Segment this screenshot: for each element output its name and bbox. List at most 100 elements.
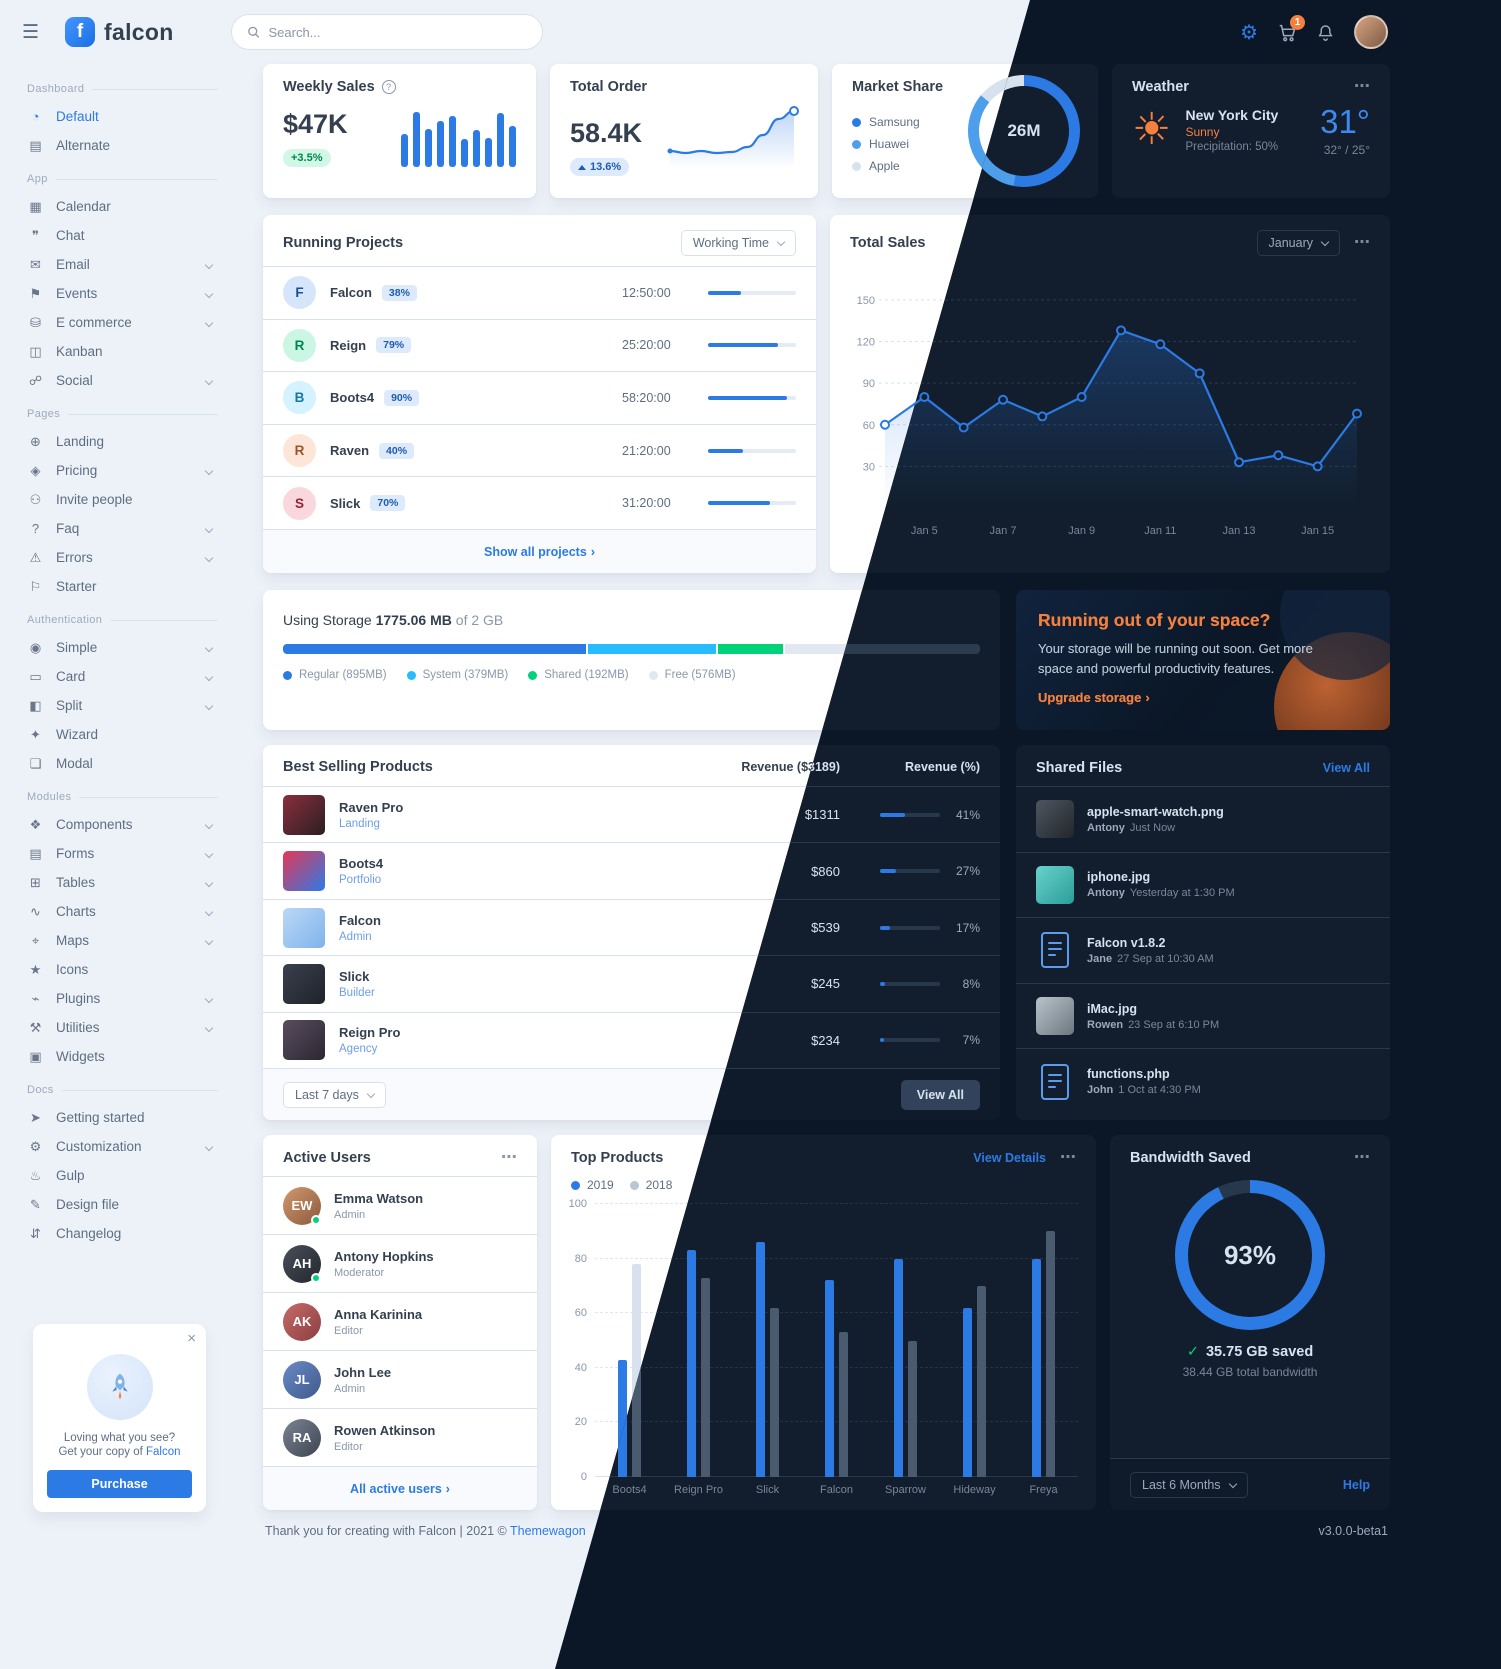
sidebar-item-calendar[interactable]: ▦ Calendar (27, 192, 218, 221)
product-row[interactable]: Slick Builder $245 8% (263, 955, 1000, 1011)
file-row[interactable]: iMac.jpg Rowen 23 Sep at 6:10 PM (1016, 982, 1390, 1049)
months-select[interactable]: Last 6 Months (1130, 1471, 1248, 1498)
month-select[interactable]: January (1256, 230, 1340, 256)
themewagon-link[interactable]: Themewagon (510, 1524, 586, 1538)
sidebar-item-landing[interactable]: ⊕ Landing (27, 427, 218, 456)
sidebar-item-social[interactable]: ☍ Social (27, 366, 218, 395)
legend-item[interactable]: 2019 (571, 1178, 614, 1192)
sidebar-item-icons[interactable]: ★ Icons (27, 955, 218, 984)
sidebar-item-customization[interactable]: ⚙ Customization (27, 1132, 218, 1161)
help-link[interactable]: Help (1342, 1477, 1370, 1492)
sidebar-item-pricing[interactable]: ◈ Pricing (27, 456, 218, 485)
product-name[interactable]: Falcon (339, 912, 381, 928)
product-row[interactable]: Falcon Admin $539 17% (263, 898, 1000, 955)
user-name[interactable]: Antony Hopkins (334, 1248, 434, 1264)
sidebar-item-changelog[interactable]: ⇵ Changelog (27, 1219, 218, 1248)
sidebar-item-chat[interactable]: ❞ Chat (27, 221, 218, 250)
purchase-button[interactable]: Purchase (47, 1470, 192, 1498)
notifications-button[interactable] (1316, 23, 1335, 42)
product-name[interactable]: Raven Pro (339, 799, 404, 815)
sidebar-item-starter[interactable]: ⚐ Starter (27, 572, 218, 601)
user-row[interactable]: AH Antony Hopkins Moderator (263, 1234, 537, 1292)
info-icon[interactable]: ? (381, 80, 396, 94)
product-category[interactable]: Agency (339, 1043, 378, 1056)
project-name[interactable]: Reign (330, 337, 367, 353)
sidebar-item-design-file[interactable]: ✎ Design file (27, 1190, 218, 1219)
show-all-projects-link[interactable]: Show all projects (484, 545, 595, 559)
user-name[interactable]: Rowen Atkinson (334, 1422, 436, 1438)
user-row[interactable]: RA Rowen Atkinson Editor (263, 1408, 537, 1466)
user-row[interactable]: EW Emma Watson Admin (263, 1176, 537, 1234)
menu-toggle-icon[interactable]: ☰ (22, 21, 40, 43)
card-menu-button[interactable]: ⋯ (1354, 234, 1370, 251)
project-name[interactable]: Raven (330, 443, 370, 459)
sidebar-item-default[interactable]: ◔ Default (27, 102, 218, 131)
project-name[interactable]: Slick (330, 495, 361, 511)
user-row[interactable]: JL John Lee Admin (263, 1350, 537, 1408)
project-name[interactable]: Boots4 (330, 390, 375, 406)
product-name[interactable]: Slick (339, 968, 370, 984)
product-category[interactable]: Portfolio (339, 874, 382, 887)
working-time-select[interactable]: Working Time (680, 230, 796, 256)
user-avatar[interactable] (1354, 15, 1388, 49)
card-menu-button[interactable]: ⋯ (1060, 1149, 1076, 1166)
file-name[interactable]: functions.php (1087, 1067, 1170, 1082)
sidebar-item-wizard[interactable]: ✦ Wizard (27, 720, 218, 749)
sidebar-item-email[interactable]: ✉ Email (27, 250, 218, 279)
user-name[interactable]: Anna Karinina (334, 1306, 423, 1322)
close-icon[interactable]: × (187, 1330, 196, 1347)
sidebar-item-tables[interactable]: ⊞ Tables (27, 868, 218, 897)
settings-gear-icon[interactable]: ⚙ (1240, 21, 1258, 44)
card-menu-button[interactable]: ⋯ (1354, 1149, 1370, 1166)
product-row[interactable]: Reign Pro Agency $234 7% (263, 1011, 1000, 1068)
view-details-link[interactable]: View Details (973, 1151, 1046, 1165)
sidebar-item-kanban[interactable]: ◫ Kanban (27, 337, 218, 366)
file-name[interactable]: apple-smart-watch.png (1087, 804, 1224, 819)
product-row[interactable]: Raven Pro Landing $1311 41% (263, 786, 1000, 842)
sidebar-item-charts[interactable]: ∿ Charts (27, 897, 218, 926)
file-name[interactable]: iMac.jpg (1087, 1001, 1138, 1016)
sidebar-item-components[interactable]: ❖ Components (27, 810, 218, 839)
file-row[interactable]: Falcon v1.8.2 Jane 27 Sep at 10:30 AM (1016, 917, 1390, 983)
sidebar-item-widgets[interactable]: ▣ Widgets (27, 1042, 218, 1071)
user-row[interactable]: AK Anna Karinina Editor (263, 1292, 537, 1350)
sidebar-item-errors[interactable]: ⚠ Errors (27, 543, 218, 572)
search-box[interactable] (230, 14, 543, 50)
sidebar-item-plugins[interactable]: ⌁ Plugins (27, 984, 218, 1013)
upgrade-storage-link[interactable]: Upgrade storage (1038, 690, 1150, 705)
file-row[interactable]: apple-smart-watch.png Antony Just Now (1016, 786, 1390, 852)
sidebar-item-split[interactable]: ◧ Split (27, 691, 218, 720)
sidebar-item-alternate[interactable]: ▤ Alternate (27, 131, 218, 160)
project-name[interactable]: Falcon (330, 285, 372, 301)
product-category[interactable]: Landing (339, 817, 380, 830)
sidebar-item-simple[interactable]: ◉ Simple (27, 633, 218, 662)
user-name[interactable]: Emma Watson (334, 1190, 424, 1206)
search-input[interactable] (268, 24, 527, 40)
view-all-link[interactable]: View All (1322, 761, 1370, 775)
all-active-users-link[interactable]: All active users (350, 1482, 450, 1496)
sidebar-item-maps[interactable]: ⌖ Maps (27, 926, 218, 955)
brand[interactable]: f falcon (65, 17, 174, 47)
sidebar-item-faq[interactable]: ? Faq (27, 514, 218, 543)
file-name[interactable]: iphone.jpg (1087, 870, 1151, 885)
sidebar-item-modal[interactable]: ❏ Modal (27, 749, 218, 778)
legend-item[interactable]: 2018 (629, 1178, 672, 1192)
product-row[interactable]: Boots4 Portfolio $860 27% (263, 842, 1000, 898)
sidebar-item-card[interactable]: ▭ Card (27, 662, 218, 691)
sidebar-item-events[interactable]: ⚑ Events (27, 279, 218, 308)
sidebar-item-getting-started[interactable]: ➤ Getting started (27, 1103, 218, 1132)
product-name[interactable]: Reign Pro (339, 1025, 401, 1041)
product-category[interactable]: Admin (339, 930, 372, 943)
cart-button[interactable]: 1 (1277, 15, 1305, 42)
card-menu-button[interactable]: ⋯ (1354, 78, 1370, 95)
product-name[interactable]: Boots4 (339, 856, 384, 872)
user-name[interactable]: John Lee (334, 1364, 392, 1380)
period-select[interactable]: Last 7 days (283, 1081, 386, 1108)
sidebar-item-utilities[interactable]: ⚒ Utilities (27, 1013, 218, 1042)
view-all-button[interactable]: View All (900, 1079, 980, 1110)
sidebar-item-forms[interactable]: ▤ Forms (27, 839, 218, 868)
file-row[interactable]: iphone.jpg Antony Yesterday at 1:30 PM (1016, 851, 1390, 918)
falcon-link[interactable]: Falcon (146, 1446, 181, 1458)
file-name[interactable]: Falcon v1.8.2 (1087, 935, 1166, 950)
sidebar-item-gulp[interactable]: ♨ Gulp (27, 1161, 218, 1190)
